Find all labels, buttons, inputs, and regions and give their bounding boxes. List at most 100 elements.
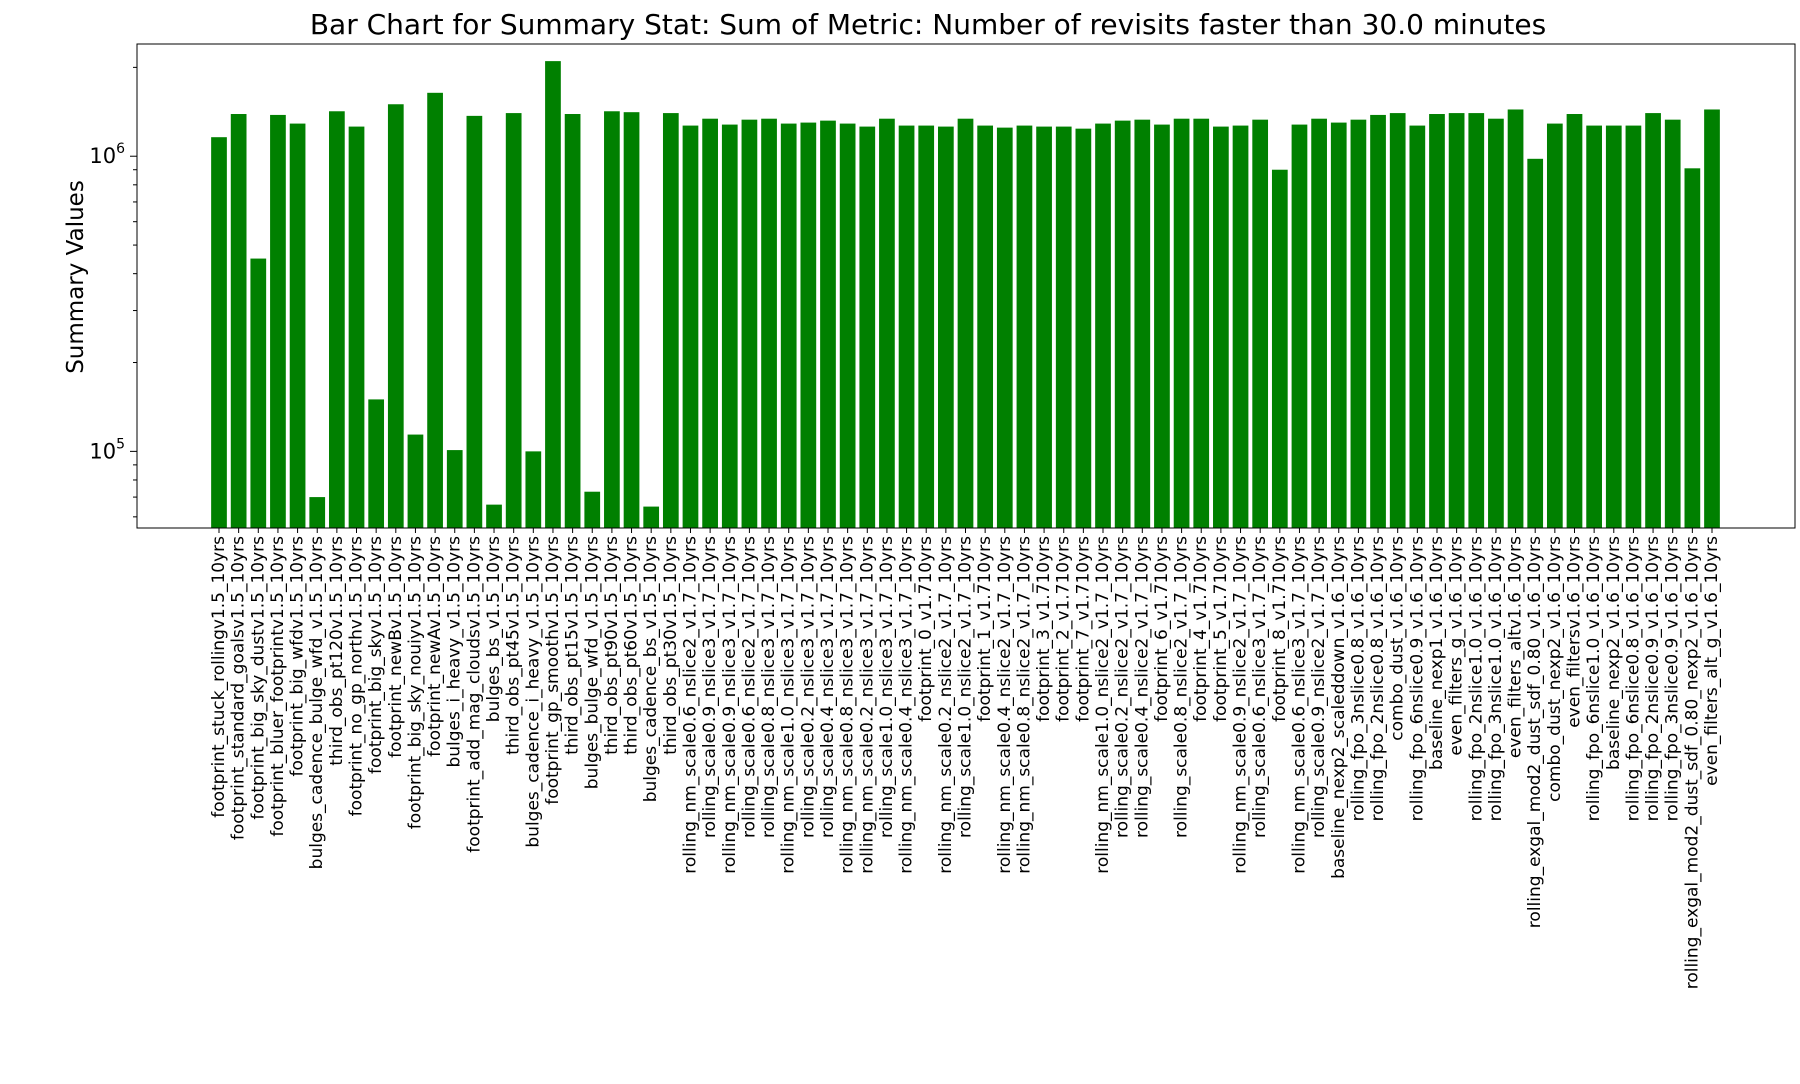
bar-18: [564, 114, 581, 528]
x-tick-label-9: footprint_newBv1.5_10yrs: [386, 536, 406, 758]
x-tick-label-4: footprint_big_wfdv1.5_10yrs: [288, 536, 308, 777]
x-tick-label-69: even_filtersv1.6_10yrs: [1564, 536, 1584, 728]
x-tick-label-60: combo_dust_v1.6_10yrs: [1388, 536, 1408, 741]
bar-13: [466, 115, 483, 529]
bar-16: [525, 451, 542, 528]
x-tick-label-17: footprint_gp_smoothv1.5_10yrs: [543, 536, 563, 805]
x-tick-label-57: baseline_nexp2_scaleddown_v1.6_10yrs: [1329, 536, 1349, 879]
x-tick-label-64: rolling_fpo_2nslice1.0_v1.6_10yrs: [1466, 536, 1486, 821]
x-tick-label-25: rolling_scale0.9_nslice3_v1.7_10yrs: [700, 536, 720, 838]
bar-72: [1625, 125, 1642, 528]
x-tick-label-37: rolling_nm_scale0.2_nslice2_v1.7_10yrs: [936, 536, 956, 874]
bar-21: [623, 112, 640, 529]
x-tick-label-38: rolling_scale1.0_nslice2_v1.7_10yrs: [956, 536, 976, 838]
bar-31: [820, 120, 836, 528]
bar-67: [1527, 158, 1544, 528]
x-tick-label-39: footprint_1_v1.710yrs: [975, 536, 995, 722]
bar-15: [505, 113, 522, 528]
bar-66: [1507, 109, 1524, 528]
bar-45: [1095, 123, 1111, 528]
bar-75: [1684, 168, 1701, 528]
x-tick-label-16: bulges_cadence_i_heavy_v1.5_10yrs: [523, 536, 543, 848]
bar-11: [427, 92, 443, 528]
x-tick-label-76: even_filters_alt_g_v1.6_10yrs: [1702, 536, 1722, 786]
x-tick-label-29: rolling_nm_scale1.0_nslice3_v1.7_10yrs: [779, 536, 799, 874]
x-tick-label-11: footprint_newAv1.5_10yrs: [425, 536, 445, 757]
x-tick-label-14: bulges_bs_v1.5_10yrs: [484, 536, 504, 722]
x-tick-label-23: third_obs_pt30v1.5_10yrs: [661, 536, 681, 755]
x-tick-label-61: rolling_fpo_6nslice0.9_v1.6_10yrs: [1407, 536, 1427, 821]
bar-58: [1350, 119, 1367, 528]
x-tick-label-67: rolling_exgal_mod2_dust_sdf_0.80_v1.6_10…: [1525, 536, 1545, 928]
x-tick-label-54: footprint_8_v1.710yrs: [1270, 536, 1290, 722]
bar-22: [643, 506, 660, 528]
x-tick-label-74: rolling_fpo_3nslice0.9_v1.6_10yrs: [1663, 536, 1683, 821]
bar-19: [584, 491, 601, 528]
x-tick-label-55: rolling_nm_scale0.6_nslice3_v1.7_10yrs: [1289, 536, 1309, 874]
bar-38: [957, 118, 974, 528]
bar-29: [780, 123, 797, 528]
bar-17: [545, 61, 561, 529]
x-tick-label-50: footprint_4_v1.710yrs: [1191, 536, 1211, 722]
bar-61: [1409, 125, 1426, 528]
bar-0: [211, 137, 227, 528]
x-tick-label-13: footprint_add_mag_cloudsv1.5_10yrs: [464, 536, 484, 853]
x-tick-label-51: footprint_5_v1.710yrs: [1211, 536, 1231, 722]
x-tick-label-68: combo_dust_nexp2_v1.6_10yrs: [1545, 536, 1565, 802]
x-tick-label-7: footprint_no_gp_northv1.5_10yrs: [347, 536, 367, 817]
x-tick-label-3: footprint_bluer_footprintv1.5_10yrs: [268, 536, 288, 837]
x-tick-label-21: third_obs_pt60v1.5_10yrs: [622, 536, 642, 755]
bar-70: [1586, 125, 1602, 528]
bar-69: [1566, 114, 1583, 528]
x-tick-label-19: bulges_bulge_wfd_v1.5_10yrs: [582, 536, 602, 789]
x-tick-label-36: footprint_0_v1.710yrs: [916, 536, 936, 722]
y-axis-label: Summary Values: [63, 180, 89, 374]
x-tick-label-1: footprint_standard_goalsv1.5_10yrs: [229, 536, 249, 840]
x-tick-label-59: rolling_fpo_2nslice0.8_v1.6_10yrs: [1368, 536, 1388, 821]
bar-74: [1664, 119, 1681, 528]
bar-39: [977, 125, 994, 528]
bar-24: [682, 125, 699, 528]
x-tick-label-70: rolling_fpo_6nslice1.0_v1.6_10yrs: [1584, 536, 1604, 821]
x-tick-label-28: rolling_scale0.8_nslice3_v1.7_10yrs: [759, 536, 779, 838]
x-tick-label-62: baseline_nexp1_v1.6_10yrs: [1427, 536, 1447, 770]
bar-30: [800, 122, 817, 528]
bar-54: [1271, 169, 1288, 528]
bar-37: [938, 126, 954, 528]
bar-14: [486, 504, 502, 528]
bar-60: [1389, 113, 1406, 528]
bar-41: [1016, 125, 1033, 528]
bar-52: [1232, 125, 1249, 528]
x-tick-label-58: rolling_fpo_3nslice0.8_v1.6_10yrs: [1348, 536, 1368, 821]
bar-59: [1370, 114, 1386, 529]
x-tick-label-24: rolling_nm_scale0.6_nslice2_v1.7_10yrs: [680, 536, 700, 874]
x-tick-label-75: rolling_exgal_mod2_dust_sdf_0.80_nexp2_v…: [1682, 536, 1702, 989]
bar-57: [1330, 122, 1347, 528]
x-tick-label-2: footprint_big_sky_dustv1.5_10yrs: [248, 536, 268, 820]
x-tick-label-49: rolling_scale0.8_nslice2_v1.7_10yrs: [1172, 536, 1192, 838]
bar-36: [918, 125, 935, 528]
x-tick-label-12: bulges_i_heavy_v1.5_10yrs: [445, 536, 465, 768]
x-tick-label-35: rolling_nm_scale0.4_nslice3_v1.7_10yrs: [897, 536, 917, 874]
bar-63: [1448, 113, 1465, 528]
y-axis: 105 106: [89, 66, 137, 518]
bar-1: [230, 114, 247, 528]
bar-25: [702, 118, 718, 528]
x-tick-label-27: rolling_scale0.6_nslice2_v1.7_10yrs: [739, 536, 759, 838]
x-tick-label-40: rolling_nm_scale0.4_nslice2_v1.7_10yrs: [995, 536, 1015, 874]
bar-65: [1488, 118, 1504, 528]
bar-71: [1605, 125, 1622, 528]
bar-48: [1154, 124, 1170, 528]
bar-20: [604, 111, 620, 529]
bar-56: [1311, 118, 1327, 528]
x-tick-label-43: footprint_2_v1.710yrs: [1054, 536, 1074, 722]
chart-title: Bar Chart for Summary Stat: Sum of Metri…: [310, 8, 1546, 41]
bar-2: [250, 258, 267, 528]
bar-40: [996, 127, 1013, 529]
y-tick-label-0: 105: [89, 436, 125, 463]
bar-3: [270, 114, 286, 529]
x-tick-label-63: even_filters_g_v1.6_10yrs: [1447, 536, 1467, 756]
x-tick-label-41: rolling_nm_scale0.8_nslice2_v1.7_10yrs: [1014, 536, 1034, 874]
bar-4: [289, 123, 306, 528]
